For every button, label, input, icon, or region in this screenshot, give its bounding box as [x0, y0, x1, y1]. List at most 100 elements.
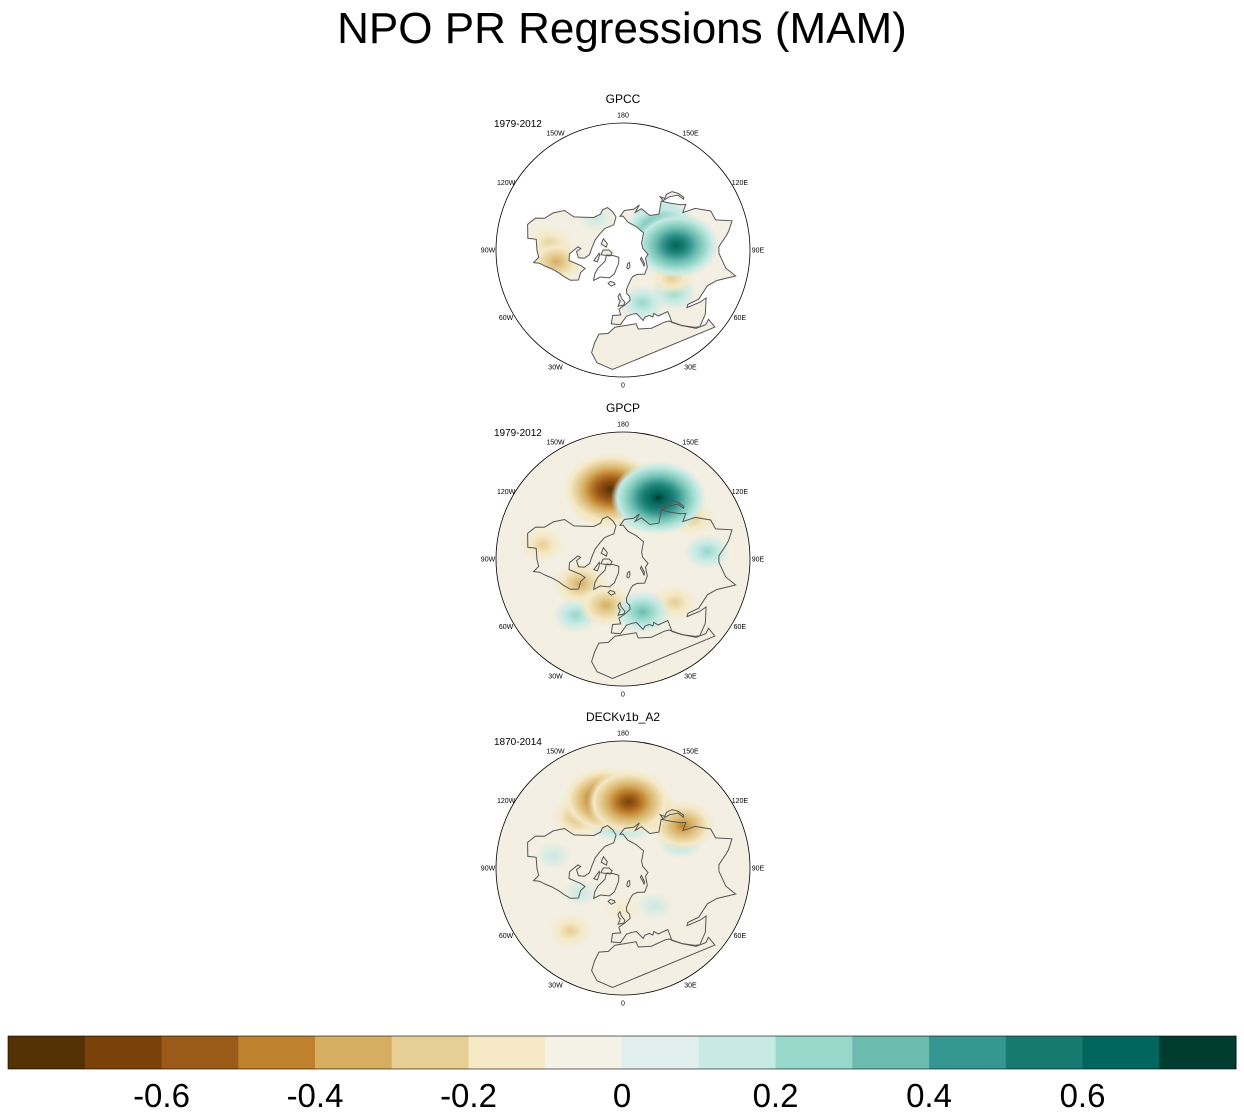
- lon-label: 120W: [497, 180, 516, 187]
- panel-title: DECKv1b_A2: [586, 710, 660, 724]
- colorbar-swatch: [391, 1036, 469, 1069]
- colorbar-swatch: [852, 1036, 930, 1069]
- lon-label: 180: [617, 731, 629, 738]
- panel-title: GPCP: [606, 401, 640, 415]
- colorbar-swatch: [238, 1036, 316, 1069]
- colorbar-swatch: [84, 1036, 162, 1069]
- lon-label: 90E: [752, 557, 765, 564]
- anomaly-blob: [605, 896, 641, 925]
- coastline-ar2: [600, 558, 613, 566]
- colorbar-tick-label: 0.2: [753, 1077, 799, 1114]
- coastline-jp: [658, 809, 685, 820]
- colorbar-tick-label: -0.6: [133, 1077, 190, 1114]
- anomaly-blob: [636, 892, 673, 920]
- lon-label: 150E: [682, 749, 699, 756]
- coastlines: [527, 809, 737, 989]
- lon-label: 30E: [684, 982, 697, 989]
- lon-label: 30E: [684, 364, 697, 371]
- lon-label: 30E: [684, 673, 697, 680]
- lon-label: 150W: [546, 131, 565, 138]
- lon-label: 30W: [548, 673, 563, 680]
- lon-label: 60W: [499, 933, 514, 940]
- colorbar-tick-label: 0.4: [906, 1077, 952, 1114]
- figure-title: NPO PR Regressions (MAM): [337, 4, 907, 53]
- anomaly-blob: [633, 212, 720, 279]
- coastline-ar2: [600, 249, 613, 257]
- coastlines: [527, 500, 737, 680]
- coastline-uk: [617, 601, 626, 616]
- coastlines: [527, 191, 737, 371]
- coastline-na: [527, 825, 617, 899]
- coastline-eu: [610, 818, 737, 946]
- coastline-ar3: [592, 252, 601, 263]
- colorbar-swatch: [8, 1036, 86, 1069]
- lon-label: 180: [617, 422, 629, 429]
- coastline-jp: [658, 191, 685, 202]
- lon-label: 30W: [548, 364, 563, 371]
- coastline-ar1: [600, 855, 608, 866]
- lon-label: 90W: [481, 866, 496, 873]
- colorbar-swatch: [545, 1036, 623, 1069]
- coastline-ic: [607, 589, 616, 596]
- lon-label: 30W: [548, 982, 563, 989]
- map-panel-0: GPCC 1979-2012 180 150E 120E 90E 60E 30E 0 30W 60W…: [481, 92, 765, 390]
- colorbar-frame: [7, 1035, 1237, 1070]
- coastline-sv: [626, 570, 631, 579]
- lon-label: 150W: [546, 749, 565, 756]
- lon-label: 60E: [734, 624, 747, 631]
- panel-title: GPCC: [606, 92, 641, 106]
- coastline-na: [527, 207, 617, 281]
- colorbar-tick-label: 0.6: [1060, 1077, 1106, 1114]
- lon-label: 120E: [732, 180, 749, 187]
- lon-label: 90W: [481, 557, 496, 564]
- coastline-jp: [658, 500, 685, 511]
- anomaly-blob: [614, 590, 671, 634]
- colorbar-swatch: [1005, 1036, 1083, 1069]
- lon-label: 0: [621, 1001, 625, 1008]
- colorbar-tick-label: -0.2: [440, 1077, 497, 1114]
- lon-label: 0: [621, 692, 625, 699]
- map-panel-2: DECKv1b_A2 1870-2014 180 150E 120E 90E 60E 30E 0…: [481, 710, 765, 1008]
- coastline-ar2: [600, 867, 613, 875]
- coastline-uk: [617, 292, 626, 307]
- colorbar-swatch: [315, 1036, 393, 1069]
- coastline-uk: [617, 910, 626, 925]
- colorbar-swatch: [929, 1036, 1007, 1069]
- lon-label: 90E: [752, 866, 765, 873]
- colorbar-tick-label: 0: [613, 1077, 631, 1114]
- colorbar-swatch: [161, 1036, 239, 1069]
- colorbar-swatch: [622, 1036, 700, 1069]
- colorbar-swatch: [1159, 1036, 1237, 1069]
- coastline-af: [591, 627, 716, 680]
- lon-label: 60E: [734, 933, 747, 940]
- lon-label: 90W: [481, 248, 496, 255]
- anomaly-blob: [535, 841, 572, 870]
- coastline-eu: [610, 509, 737, 637]
- colorbar: -0.6 -0.4 -0.2 0 0.2 0.4 0.6: [7, 1035, 1237, 1114]
- lon-label: 120W: [497, 798, 516, 805]
- coastline-ic: [607, 898, 616, 905]
- lon-label: 120W: [497, 489, 516, 496]
- coastline-af: [591, 936, 716, 989]
- coastline-nz: [639, 874, 646, 885]
- anomaly-blob: [619, 285, 666, 321]
- lon-label: 60W: [499, 315, 514, 322]
- lon-label: 60W: [499, 624, 514, 631]
- coastline-ar3: [592, 561, 601, 572]
- anomaly-blob: [547, 913, 594, 949]
- coastline-gl: [592, 563, 620, 591]
- colorbar-tick-label: -0.4: [287, 1077, 344, 1114]
- coastline-nz: [639, 256, 646, 267]
- panel-years: 1979-2012: [494, 428, 542, 439]
- anomaly-blob: [519, 527, 566, 563]
- coastline-sv: [626, 879, 631, 888]
- colorbar-swatch: [1082, 1036, 1160, 1069]
- lon-label: 150E: [682, 440, 699, 447]
- lon-label: 150E: [682, 131, 699, 138]
- anomaly-blob: [684, 534, 731, 570]
- lon-label: 0: [621, 383, 625, 390]
- colorbar-swatch: [698, 1036, 776, 1069]
- map-border: [495, 431, 751, 687]
- map-border: [495, 122, 751, 378]
